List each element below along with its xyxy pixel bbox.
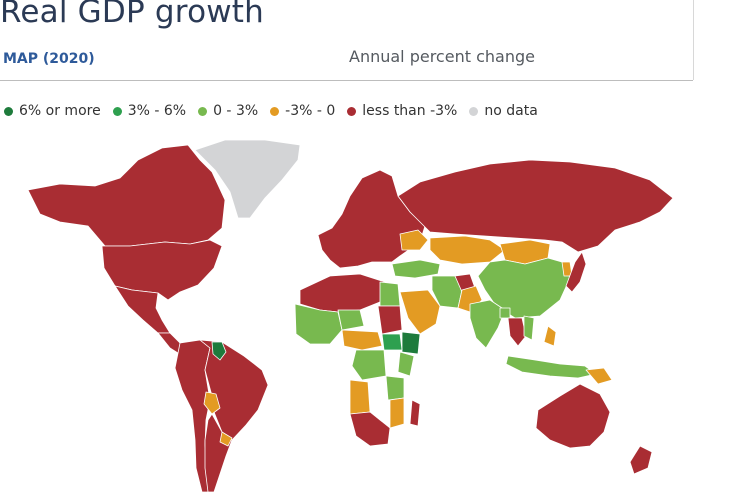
region-uruguay[interactable] <box>219 431 233 447</box>
region-philippines[interactable] <box>543 325 557 347</box>
region-kenya[interactable] <box>397 351 415 377</box>
region-greenland[interactable] <box>194 139 301 219</box>
legend-item-no-data[interactable]: no data <box>469 103 538 119</box>
header-rule <box>0 80 693 81</box>
legend-item-0-to-3[interactable]: 0 - 3% <box>198 103 258 119</box>
header-divider <box>693 0 694 80</box>
region-saudi-arabia[interactable] <box>399 289 441 335</box>
region-guyana[interactable] <box>211 341 227 361</box>
region-angola[interactable] <box>349 379 371 415</box>
region-japan[interactable] <box>565 251 587 293</box>
region-europe[interactable] <box>317 169 426 269</box>
region-ukraine[interactable] <box>399 229 429 251</box>
legend-dot-icon <box>270 106 280 116</box>
region-mozambique[interactable] <box>389 397 405 429</box>
region-ethiopia[interactable] <box>401 331 421 355</box>
legend-label: less than -3% <box>362 103 458 119</box>
region-vietnam[interactable] <box>523 315 535 341</box>
legend-item-minus3-to-0[interactable]: -3% - 0 <box>270 103 335 119</box>
region-madagascar[interactable] <box>409 399 421 427</box>
region-india[interactable] <box>469 299 506 349</box>
region-russia[interactable] <box>397 159 674 253</box>
region-papua-new-guinea[interactable] <box>585 367 613 385</box>
map-legend: 6% or more 3% - 6% 0 - 3% -3% - 0 less t… <box>4 101 550 121</box>
region-brazil[interactable] <box>199 339 269 441</box>
region-bangladesh[interactable] <box>499 307 511 319</box>
legend-label: 6% or more <box>19 103 101 119</box>
region-southern-africa[interactable] <box>349 411 391 447</box>
legend-dot-icon <box>347 106 357 116</box>
legend-label: 3% - 6% <box>127 103 187 119</box>
legend-dot-icon <box>198 106 208 116</box>
tab-map-2020[interactable]: MAP (2020) <box>3 51 95 67</box>
region-turkey[interactable] <box>391 259 441 279</box>
legend-dot-icon <box>469 106 479 116</box>
legend-item-3-to-6[interactable]: 3% - 6% <box>112 103 187 119</box>
map-subtitle: Annual percent change <box>349 47 535 66</box>
region-west-africa[interactable] <box>294 303 343 345</box>
legend-label: no data <box>484 103 538 119</box>
legend-label: 0 - 3% <box>213 103 259 119</box>
region-indonesia[interactable] <box>505 355 597 379</box>
region-sudan[interactable] <box>377 305 403 335</box>
region-paraguay[interactable] <box>203 391 221 415</box>
region-south-sudan[interactable] <box>381 333 403 351</box>
region-canada[interactable] <box>27 144 226 247</box>
legend-label: -3% - 0 <box>285 103 336 119</box>
region-niger[interactable] <box>337 309 365 331</box>
region-thailand[interactable] <box>507 317 527 347</box>
region-china[interactable] <box>477 257 571 319</box>
region-north-africa[interactable] <box>299 273 386 313</box>
world-map[interactable] <box>0 130 693 500</box>
region-tanzania[interactable] <box>385 375 405 401</box>
region-egypt[interactable] <box>379 281 401 307</box>
region-new-zealand[interactable] <box>629 445 653 475</box>
legend-item-6-or-more[interactable]: 6% or more <box>4 103 101 119</box>
region-mexico[interactable] <box>114 285 171 334</box>
legend-dot-icon <box>4 106 13 116</box>
page-title: Real GDP growth <box>0 0 264 30</box>
region-central-africa[interactable] <box>341 329 383 351</box>
region-dr-congo[interactable] <box>351 349 387 381</box>
region-australia[interactable] <box>535 383 611 449</box>
legend-dot-icon <box>112 106 122 116</box>
region-kazakhstan[interactable] <box>429 235 506 265</box>
legend-item-less-than-minus3[interactable]: less than -3% <box>347 103 457 119</box>
